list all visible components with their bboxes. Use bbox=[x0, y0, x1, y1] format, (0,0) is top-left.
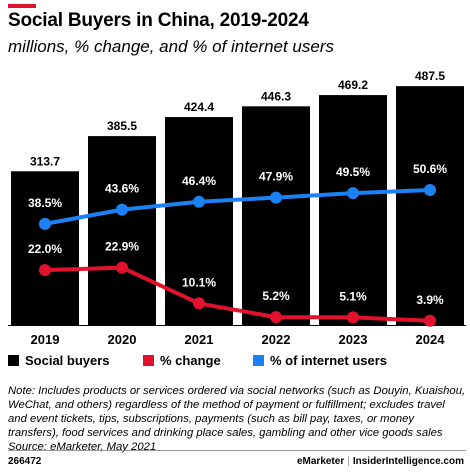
accent-bar bbox=[8, 4, 36, 8]
chart-title: Social Buyers in China, 2019-2024 bbox=[8, 10, 309, 31]
legend-label-pct-internet-users: % of internet users bbox=[270, 353, 388, 368]
legend-label-pct-change: % change bbox=[160, 353, 221, 368]
point-pct-internet-users-2023 bbox=[347, 187, 359, 200]
x-tick-2019: 2019 bbox=[31, 332, 60, 347]
legend-item-pct-change: % change bbox=[143, 353, 221, 368]
point-pct-internet-users-2022 bbox=[270, 191, 282, 204]
bar-label-2020: 385.5 bbox=[107, 119, 137, 133]
chart-note: Note: Includes products or services orde… bbox=[8, 384, 466, 454]
legend-item-social-buyers: Social buyers bbox=[8, 353, 110, 368]
bar-2022 bbox=[242, 106, 310, 325]
chart-svg: 313.7 2019 385.5 2020 424.4 2021 446.3 2022 469.… bbox=[8, 69, 466, 347]
legend-item-pct-internet-users: % of internet users bbox=[253, 353, 387, 368]
bar-2019 bbox=[11, 171, 79, 325]
x-tick-2021: 2021 bbox=[185, 332, 214, 347]
line-pct-change bbox=[43, 265, 432, 323]
x-tick-2022: 2022 bbox=[262, 332, 291, 347]
bar-2020 bbox=[88, 136, 156, 325]
bar-label-2019: 313.7 bbox=[30, 154, 60, 168]
point-pct-change-2022 bbox=[270, 311, 282, 324]
bar-label-2022: 446.3 bbox=[261, 89, 291, 103]
point-pct-internet-users-2020 bbox=[116, 203, 128, 216]
x-tick-2024: 2024 bbox=[416, 332, 446, 347]
point-label-pct-internet-users-2021: 46.4% bbox=[182, 174, 216, 188]
point-pct-change-2020 bbox=[116, 261, 128, 274]
point-label-pct-change-2024: 3.9% bbox=[416, 293, 444, 307]
point-label-pct-internet-users-2022: 47.9% bbox=[259, 170, 293, 184]
point-pct-internet-users-2021 bbox=[193, 195, 205, 208]
point-label-pct-internet-users-2024: 50.6% bbox=[413, 162, 447, 176]
line-pct-internet-users bbox=[43, 188, 432, 226]
point-label-pct-change-2020: 22.9% bbox=[105, 240, 139, 254]
point-label-pct-change-2022: 5.2% bbox=[262, 289, 290, 303]
footer-brand: eMarketer | InsiderIntelligence.com bbox=[297, 456, 464, 467]
bar-2024 bbox=[396, 86, 464, 325]
footer-divider bbox=[8, 450, 466, 451]
chart-subtitle: millions, % change, and % of internet us… bbox=[8, 37, 335, 56]
brand-separator: | bbox=[347, 456, 350, 467]
bar-label-2021: 424.4 bbox=[184, 100, 214, 114]
x-tick-2020: 2020 bbox=[108, 332, 137, 347]
point-pct-change-2024 bbox=[424, 314, 436, 327]
point-pct-change-2023 bbox=[347, 311, 359, 324]
x-tick-2023: 2023 bbox=[339, 332, 368, 347]
bar-2021 bbox=[165, 117, 233, 325]
point-label-pct-change-2019: 22.0% bbox=[28, 242, 62, 256]
point-pct-change-2021 bbox=[193, 297, 205, 310]
legend-swatch-social-buyers bbox=[8, 355, 19, 366]
point-pct-internet-users-2024 bbox=[424, 184, 436, 197]
point-pct-internet-users-2019 bbox=[39, 217, 51, 230]
legend-swatch-pct-internet-users bbox=[253, 355, 264, 366]
point-label-pct-change-2021: 10.1% bbox=[182, 275, 216, 289]
point-label-pct-internet-users-2019: 38.5% bbox=[28, 196, 62, 210]
point-pct-change-2019 bbox=[39, 264, 51, 277]
bar-label-2024: 487.5 bbox=[415, 69, 445, 83]
note-text: Note: Includes products or services orde… bbox=[8, 385, 466, 439]
source-text: Source: eMarketer, May 2021 bbox=[8, 441, 157, 453]
brand-emarketer: eMarketer bbox=[296, 456, 345, 467]
bar-2023 bbox=[319, 95, 387, 325]
point-label-pct-internet-users-2020: 43.6% bbox=[105, 182, 139, 196]
legend-swatch-pct-change bbox=[143, 355, 154, 366]
point-label-pct-change-2023: 5.1% bbox=[339, 289, 367, 303]
point-label-pct-internet-users-2023: 49.5% bbox=[336, 165, 370, 179]
bar-label-2023: 469.2 bbox=[338, 78, 368, 92]
legend-label-social-buyers: Social buyers bbox=[25, 353, 110, 368]
brand-insider-intelligence: InsiderIntelligence.com bbox=[352, 456, 464, 467]
chart-id: 266472 bbox=[8, 456, 42, 467]
